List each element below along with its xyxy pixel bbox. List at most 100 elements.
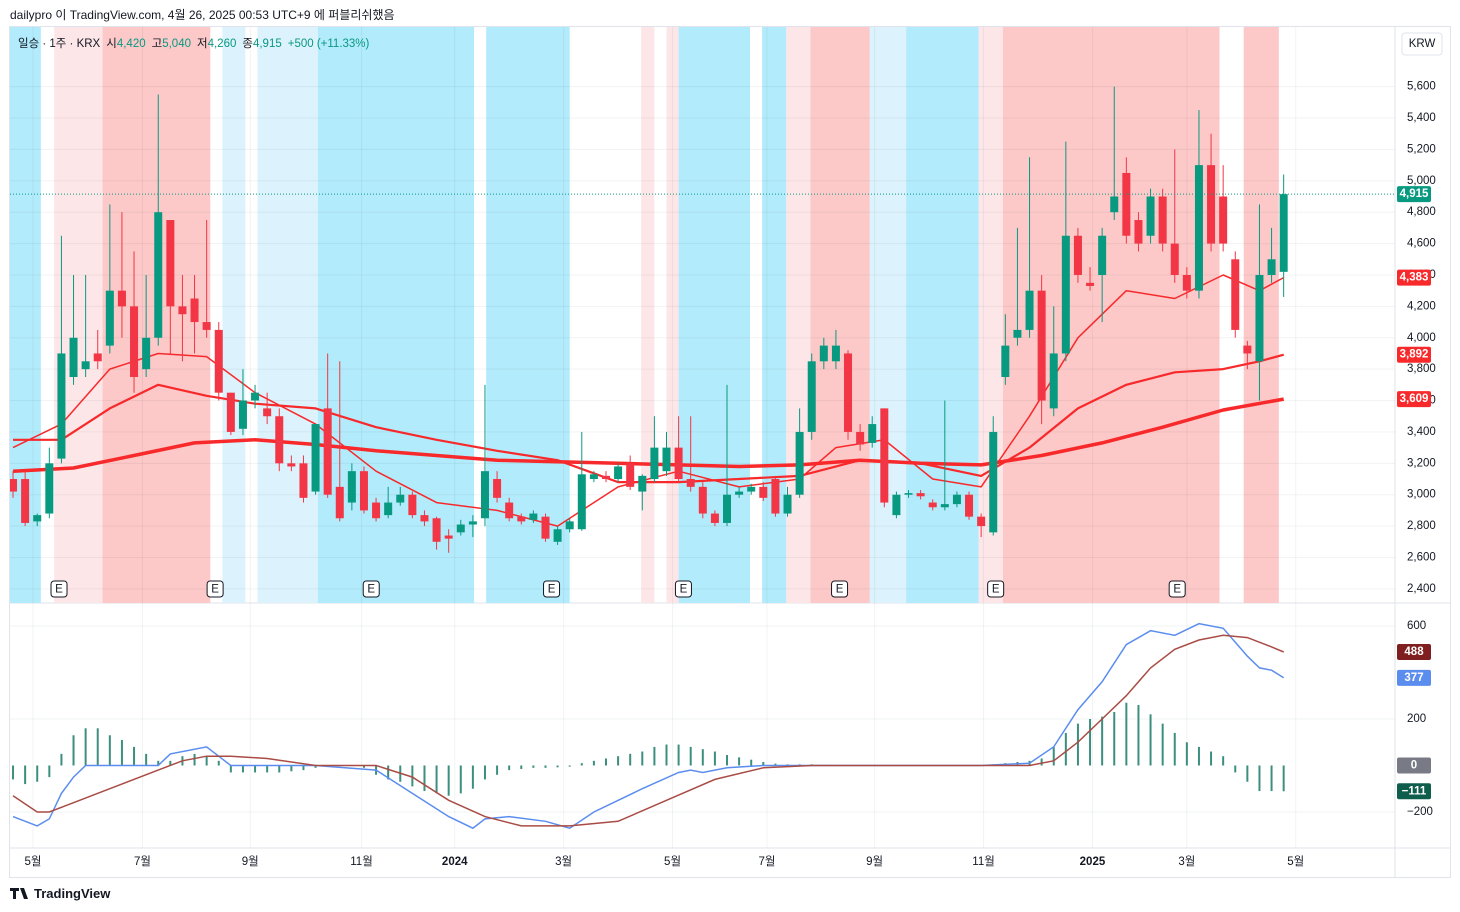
- macd-histogram-bar: [1076, 723, 1079, 766]
- macd-histogram-bar: [229, 765, 232, 773]
- event-label: E: [680, 584, 688, 596]
- macd-histogram-bar: [1210, 751, 1213, 766]
- candle-body: [238, 400, 247, 429]
- macd-histogram-bar: [435, 765, 438, 794]
- macd-histogram-bar: [1040, 758, 1043, 766]
- candle-body: [1061, 235, 1070, 354]
- macd-histogram-bar: [1282, 765, 1285, 792]
- y-tick-label: 3,800: [1407, 363, 1436, 375]
- macd-histogram-bar: [604, 758, 607, 766]
- macd-tick-label: 600: [1407, 620, 1426, 632]
- macd-histogram-bar: [726, 755, 729, 766]
- event-marker: [831, 580, 849, 598]
- event-marker: [674, 580, 692, 598]
- footer: TradingView: [34, 886, 111, 901]
- macd-histogram-bar: [1101, 716, 1104, 766]
- candle-body: [432, 518, 441, 542]
- candle-body: [807, 361, 816, 432]
- band: [54, 27, 103, 603]
- macd-histogram-bar: [520, 765, 523, 769]
- macd-label: 488: [1404, 646, 1424, 658]
- candle-body: [1134, 220, 1143, 244]
- candle-body: [178, 306, 187, 315]
- x-tick-label: 2025: [1080, 856, 1106, 868]
- candle-body: [117, 290, 126, 307]
- candle-body: [408, 494, 417, 516]
- candle-body: [142, 337, 151, 370]
- symbol: 일승 · 1주 · KRX: [18, 38, 101, 50]
- macd-histogram-bar: [254, 765, 257, 773]
- macd-histogram-bar: [290, 765, 293, 772]
- candle-body: [299, 463, 308, 498]
- candle-body: [965, 494, 974, 517]
- histogram-label: −111: [1402, 785, 1427, 797]
- candle-body: [1267, 259, 1276, 275]
- candle-body: [940, 504, 949, 508]
- candle-body: [311, 424, 320, 492]
- candle-body: [723, 494, 732, 523]
- macd-histogram-bar: [205, 756, 208, 766]
- x-tick-label: 7월: [758, 855, 775, 868]
- x-tick-label: 2024: [442, 856, 468, 868]
- macd-histogram-bar: [568, 765, 571, 767]
- candle-body: [662, 447, 671, 472]
- candle-body: [747, 486, 756, 492]
- candle-body: [565, 521, 574, 530]
- candle-body: [166, 220, 175, 307]
- candle-body: [856, 431, 865, 445]
- candle-body: [396, 494, 405, 503]
- macd-histogram-bar: [120, 739, 123, 766]
- event-label: E: [836, 584, 844, 596]
- moving-average: [12, 397, 1285, 473]
- candle-body: [1025, 290, 1034, 330]
- macd-histogram-bar: [36, 765, 39, 782]
- x-tick-label: 3월: [555, 855, 572, 868]
- candle-body: [263, 408, 272, 417]
- x-tick-label: 3월: [1178, 855, 1195, 868]
- candle-body: [868, 424, 877, 443]
- macd-histogram-bar: [544, 765, 547, 768]
- macd-histogram-bar: [24, 765, 27, 785]
- header: dailypro 이 TradingView.com, 4월 26, 2025 …: [10, 8, 395, 22]
- candle-body: [626, 463, 635, 487]
- candle-body: [57, 353, 66, 459]
- macd-histogram-bar: [1246, 765, 1249, 782]
- event-marker: [1168, 580, 1186, 598]
- y-tick-label: 3,000: [1407, 489, 1436, 501]
- legend-key: 고: [151, 38, 163, 50]
- candle-body: [1194, 165, 1203, 291]
- candle-body: [33, 515, 42, 522]
- candle-body: [1122, 172, 1131, 236]
- candle-body: [1037, 290, 1046, 401]
- candle-body: [928, 502, 937, 508]
- macd-histogram-bar: [750, 759, 753, 766]
- macd-histogram-bar: [1173, 732, 1176, 766]
- macd-label: 377: [1404, 672, 1423, 684]
- macd-histogram-bar: [689, 746, 692, 766]
- macd-histogram-bar: [629, 753, 632, 766]
- candle-body: [517, 516, 526, 522]
- candle-body: [105, 290, 114, 346]
- y-tick-label: 5,400: [1407, 112, 1436, 124]
- event-marker: [987, 580, 1005, 598]
- macd-label-box: [1397, 644, 1431, 661]
- candle-body: [1158, 196, 1167, 244]
- macd-histogram-bar: [133, 746, 136, 766]
- candle-body: [468, 521, 477, 525]
- macd-histogram-bar: [12, 765, 15, 780]
- candle-body: [771, 479, 780, 514]
- macd-histogram-bar: [1089, 718, 1092, 766]
- candle-body: [1170, 243, 1179, 275]
- y-tick-label: 4,600: [1407, 238, 1436, 250]
- y-tick-label: 3,200: [1407, 457, 1436, 469]
- candle-body: [795, 431, 804, 495]
- candle-body: [529, 513, 538, 520]
- candle-body: [93, 353, 102, 362]
- candle-body: [202, 322, 211, 330]
- candle-body: [989, 431, 998, 533]
- currency-box[interactable]: [1401, 32, 1443, 56]
- band: [222, 27, 246, 603]
- macd-tick-label: −200: [1407, 806, 1433, 818]
- event-label: E: [211, 584, 219, 596]
- macd-histogram-bar: [592, 760, 595, 766]
